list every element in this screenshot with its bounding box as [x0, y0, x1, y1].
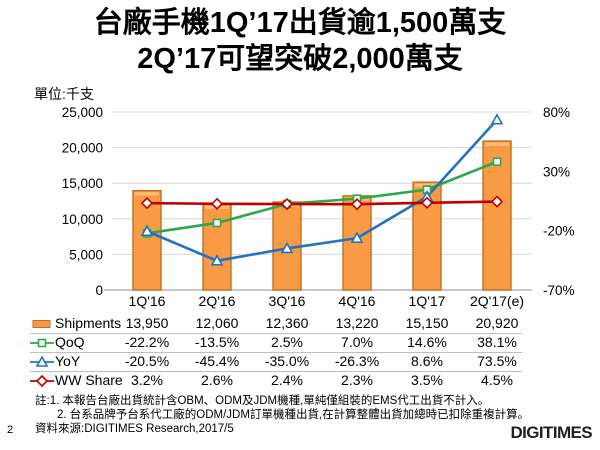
category-label: 1Q'17	[409, 293, 446, 309]
qoq-line	[146, 160, 498, 235]
source-line: 資料來源:DIGITIMES Research,2017/5	[35, 423, 234, 435]
left-axis-tick-label: 10,000	[62, 212, 103, 227]
ww-share-marker	[210, 197, 224, 210]
shipments-bar	[202, 203, 232, 291]
qoq-marker	[492, 157, 502, 167]
series-label: Shipments	[55, 315, 122, 331]
yoy-marker	[210, 254, 224, 266]
legend-ww-share-icon	[30, 374, 54, 387]
table-cell: 4.5%	[481, 372, 513, 388]
left-axis-tick-label: 15,000	[62, 176, 103, 191]
yoy-marker	[490, 113, 504, 125]
table-cell: 20,920	[475, 315, 519, 331]
table-cell: 38.1%	[477, 334, 517, 350]
left-axis-tick-label: 25,000	[62, 105, 103, 120]
legend-qoq-icon	[30, 338, 54, 347]
table-cell: 13,950	[125, 315, 169, 331]
legend-shipments: Shipments	[30, 314, 121, 333]
yoy-marker	[140, 224, 154, 237]
table-row-ww-share: WW Share 3.2% 2.6% 2.4% 2.3% 3.5% 4.5%	[30, 371, 522, 390]
table-cell: -35.0%	[264, 353, 310, 369]
ww-share-marker	[490, 195, 504, 208]
right-axis-tick-label: -20%	[543, 224, 575, 239]
legend-qoq: QoQ	[30, 333, 85, 352]
notes-block: 註:1. 本報告台廠出貨統計含OBM、ODM及JDM機種,單純僅組裝的EMS代工…	[35, 394, 529, 436]
yoy-marker	[350, 231, 364, 243]
table-cell: -45.4%	[194, 353, 240, 369]
table-cell: 8.6%	[411, 353, 443, 369]
right-axis-tick-label: 30%	[543, 164, 570, 179]
note-line-1: 註:1. 本報告台廠出貨統計含OBM、ODM及JDM機種,單純僅組裝的EMS代工…	[35, 395, 490, 407]
category-label: 1Q'16	[129, 293, 166, 309]
yoy-marker	[280, 241, 294, 254]
left-axis-tick-label: 20,000	[62, 141, 103, 156]
table-cell: 13,220	[335, 315, 379, 331]
table-cell: 15,150	[405, 315, 449, 331]
ww-share-line	[146, 200, 498, 206]
table-cell: -26.3%	[334, 353, 380, 369]
right-axis-tick-label: -70%	[543, 283, 575, 298]
chart-title: 台廠手機1Q’17出貨逾1,500萬支 2Q’17可望突破2,000萬支	[0, 5, 600, 77]
table-cell: 3.5%	[411, 372, 443, 388]
table-cell: 2.6%	[201, 372, 233, 388]
shipments-bar-highlight	[135, 192, 159, 196]
yoy-line	[146, 118, 498, 263]
table-cell: -22.2%	[124, 334, 170, 350]
shipments-bar-highlight	[485, 142, 509, 146]
table-cell: 3.2%	[131, 372, 163, 388]
table-cell: 14.6%	[407, 334, 447, 350]
marker	[35, 374, 49, 387]
table-cell: 2.4%	[271, 372, 303, 388]
swatch	[32, 319, 51, 328]
series-label: YoY	[55, 353, 81, 369]
legend-yoy: YoY	[30, 352, 80, 371]
category-label: 2Q'17(e)	[470, 293, 524, 309]
left-axis-tick-label: 5,000	[69, 247, 103, 262]
table-cell: -13.5%	[194, 334, 240, 350]
table-cell: -20.5%	[124, 353, 170, 369]
unit-label: 單位:千支	[34, 86, 94, 102]
marker	[35, 355, 49, 367]
qoq-marker	[212, 218, 222, 228]
table-cell: 73.5%	[477, 353, 517, 369]
legend-yoy-icon	[30, 355, 54, 367]
category-label: 2Q'16	[199, 293, 236, 309]
table-row-qoq: QoQ -22.2% -13.5% 2.5% 7.0% 14.6% 38.1%	[30, 333, 522, 353]
table-cell: 12,360	[265, 315, 309, 331]
ww-share-marker	[280, 197, 294, 211]
category-label: 3Q'16	[269, 293, 306, 309]
right-axis-tick-label: 80%	[543, 105, 570, 120]
left-axis-tick-label: 0	[95, 283, 103, 298]
ww-share-marker	[350, 198, 364, 211]
table-cell: 12,060	[195, 315, 239, 331]
table-cell: 2.3%	[341, 372, 373, 388]
ww-share-marker	[140, 197, 154, 210]
note-line-2: 2. 台系品牌予台系代工廠的ODM/JDM訂單機種出貨,在計算整體出貨加總時已扣…	[57, 409, 530, 421]
legend-ww-share: WW Share	[30, 371, 123, 390]
table-row-yoy: YoY -20.5% -45.4% -35.0% -26.3% 8.6% 73.5%	[30, 352, 522, 372]
shipments-bar	[342, 195, 372, 291]
title-line-1: 台廠手機1Q’17出貨逾1,500萬支	[93, 7, 507, 39]
series-label: QoQ	[55, 334, 85, 350]
page-number: 2	[7, 424, 14, 436]
ww-share-marker	[420, 196, 434, 209]
combo-chart: 0 5,000 10,000 15,000 20,000 25,000 80% 30% -20%…	[62, 105, 575, 309]
series-label: WW Share	[55, 372, 123, 388]
table-cell: 2.5%	[271, 334, 303, 350]
table-row-shipments: Shipments 13,950 12,060 12,360 13,220 15,150 2…	[30, 314, 522, 334]
digitimes-logo: DIGITIMES	[510, 423, 593, 442]
legend-shipments-icon	[32, 319, 51, 328]
category-label: 4Q'16	[339, 293, 376, 309]
table-cell: 7.0%	[341, 334, 373, 350]
marker	[37, 338, 47, 347]
title-line-2: 2Q’17可望突破2,000萬支	[137, 43, 463, 75]
